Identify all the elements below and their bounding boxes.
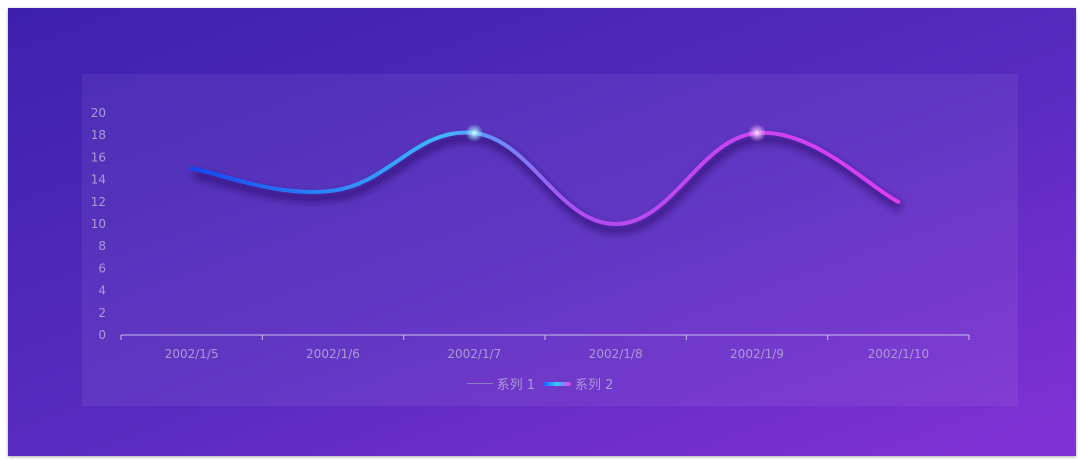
y-tick-label: 20 [91,106,106,120]
legend-label-series-2: 系列 2 [575,378,614,393]
y-tick-label: 6 [98,261,106,275]
chart-area [82,74,1018,406]
y-tick-label: 14 [91,173,106,187]
x-axis: 2002/1/5 2002/1/6 2002/1/7 2002/1/8 2002/1/9… [120,334,970,361]
x-tick-label: 2002/1/7 [447,347,501,361]
series-2-point [614,222,618,226]
x-tick-label: 2002/1/5 [165,347,219,361]
series-2-line [189,130,901,227]
y-tick-label: 16 [91,150,106,164]
peak-glow [465,123,484,142]
legend: 系列 1 系列 2 [0,374,1080,393]
legend-swatch-series-2 [543,381,571,386]
peak-glow [748,123,766,142]
legend-item-series-1[interactable]: 系列 1 [466,374,535,393]
x-tick-label: 2002/1/9 [730,347,784,361]
slide-background [8,8,1076,456]
x-tick-label: 2002/1/10 [868,347,930,361]
y-axis: 0 2 4 6 8 10 12 14 16 18 20 [91,106,106,342]
y-tick-label: 4 [98,284,106,298]
y-tick-label: 18 [91,128,106,142]
y-tick-label: 10 [91,217,106,231]
x-tick-label: 2002/1/8 [589,347,643,361]
legend-label-series-1: 系列 1 [496,378,535,393]
legend-swatch-series-1 [466,383,493,384]
y-tick-label: 0 [98,328,106,342]
y-tick-label: 2 [98,306,106,320]
y-tick-label: 8 [98,239,106,253]
series-2-shadow [193,134,902,234]
series-2-point [896,200,900,204]
series-2-point [190,167,194,171]
y-tick-label: 12 [91,195,106,209]
x-tick-label: 2002/1/6 [306,347,360,361]
legend-item-series-2[interactable]: 系列 2 [543,374,613,393]
series-2-point [331,189,335,193]
